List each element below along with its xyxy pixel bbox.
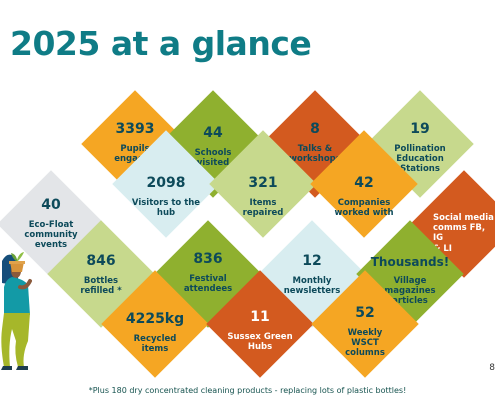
stat-value: 846 xyxy=(86,253,116,269)
stat-text: Thousands! Village magazines articles xyxy=(364,256,456,307)
stat-label: Items repaired xyxy=(242,198,284,219)
stat-label: Festival attendees xyxy=(183,274,233,295)
stat-text: 8 Talks & workshops xyxy=(269,122,361,164)
page-number: 8 xyxy=(489,363,495,373)
figure xyxy=(0,245,40,371)
stat-value: 4225kg xyxy=(125,311,185,327)
stat-label: Talks & workshops xyxy=(289,144,341,165)
stat-label: Pupils engaged xyxy=(114,144,156,165)
page-title: 2025 at a glance xyxy=(10,24,312,63)
stat-label: Weekly WSCT columns xyxy=(345,328,385,359)
stat-value: 52 xyxy=(355,305,375,321)
stat-text: 52 Weekly WSCT columns xyxy=(319,306,411,359)
stat-value: 19 xyxy=(410,121,430,137)
stat-text: 836 Festival attendees xyxy=(162,252,254,294)
stat-text: 4225kg Recycled items xyxy=(109,312,201,354)
stat-text: 2098 Visitors to the hub xyxy=(120,176,212,218)
stat-text: 12 Monthly newsletters xyxy=(266,254,358,296)
stat-text: Social media comms FB, IG & LI xyxy=(433,213,495,254)
stat-label: Eco-Float community events xyxy=(24,220,78,251)
stat-text: 19 Pollination Education Stations xyxy=(374,122,466,175)
stat-text: 321 Items repaired xyxy=(217,176,309,218)
stat-value: 44 xyxy=(203,125,223,141)
stat-value: 12 xyxy=(302,253,322,269)
stat-value: 836 xyxy=(193,251,223,267)
stat-label: Monthly newsletters xyxy=(283,276,341,297)
stat-value: 3393 xyxy=(115,121,155,137)
stat-label: Bottles refilled * xyxy=(80,276,122,297)
stat-value: 2098 xyxy=(146,175,186,191)
plant-pot-icon xyxy=(9,252,25,272)
stat-text: 42 Companies worked with xyxy=(318,176,410,218)
stat-text: 846 Bottles refilled * xyxy=(55,254,147,296)
stat-label: Sussex Green Hubs xyxy=(227,332,293,353)
stat-label: Schools visited xyxy=(194,148,232,169)
stat-text: 3393 Pupils engaged xyxy=(89,122,181,164)
stat-label: Pollination Education Stations xyxy=(394,144,446,175)
stat-value: 42 xyxy=(354,175,374,191)
stat-text: 40 Eco-Float community events xyxy=(5,198,97,251)
stat-value: 11 xyxy=(250,309,270,325)
stat-label: Village magazines articles xyxy=(384,276,436,307)
person-icon xyxy=(1,254,32,370)
stat-text: 44 Schools visited xyxy=(167,126,259,168)
stat-label: Social media comms FB, IG & LI xyxy=(433,213,494,254)
stat-value: Thousands! xyxy=(370,255,450,269)
stat-value: 8 xyxy=(310,121,320,137)
footnote: *Plus 180 dry concentrated cleaning prod… xyxy=(88,386,407,395)
stat-label: Companies worked with xyxy=(334,198,394,219)
stat-value: 321 xyxy=(248,175,278,191)
stat-label: Visitors to the hub xyxy=(131,198,201,219)
stat-text: 11 Sussex Green Hubs xyxy=(214,310,306,352)
stat-label: Recycled items xyxy=(133,334,177,355)
stat-value: 40 xyxy=(41,197,61,213)
